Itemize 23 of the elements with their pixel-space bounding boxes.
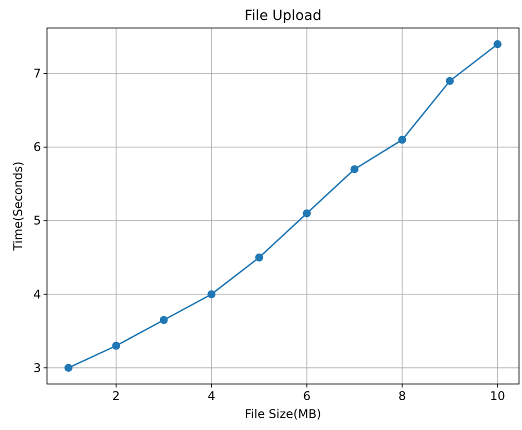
point [446, 76, 454, 85]
x-tick-label: 8 [398, 389, 406, 403]
y-tick-label: 5 [33, 214, 41, 228]
x-tick-label: 6 [303, 389, 311, 403]
point [398, 136, 406, 144]
point [494, 40, 502, 48]
x-tick-label: 4 [208, 389, 216, 403]
y-tick-label: 6 [33, 140, 41, 154]
point [112, 342, 120, 350]
point [255, 253, 264, 262]
point [64, 364, 72, 372]
x-tick-label: 2 [112, 389, 120, 403]
x-tick-label: 10 [490, 389, 506, 403]
x-axis-title: File Size(MB) [244, 407, 322, 421]
y-tick-label: 4 [33, 287, 41, 302]
point [350, 165, 359, 174]
y-tick-label: 3 [33, 360, 41, 375]
chart-title: File Upload [244, 8, 322, 24]
point [207, 290, 216, 298]
point [160, 316, 168, 324]
y-axis-title: Time(Seconds) [11, 161, 25, 252]
point [302, 209, 311, 218]
y-tick-label: 7 [33, 66, 41, 81]
